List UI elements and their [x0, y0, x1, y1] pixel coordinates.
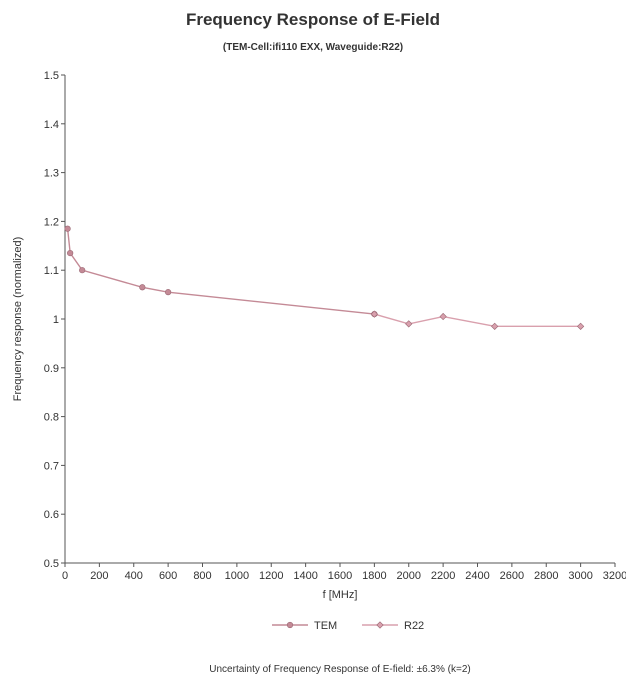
- y-tick-label: 1: [53, 314, 59, 326]
- series-markers: [64, 225, 585, 330]
- x-tick-label: 400: [125, 570, 143, 582]
- legend: TEM R22: [272, 620, 424, 632]
- data-point-tem: [67, 250, 74, 257]
- y-tick-label: 0.8: [44, 412, 59, 424]
- chart-title: Frequency Response of E-Field: [186, 10, 440, 29]
- x-tick-label: 2200: [431, 570, 455, 582]
- legend-marker-r22: [376, 621, 384, 629]
- legend-label-tem: TEM: [314, 620, 337, 632]
- y-axis-ticks: 0.5 0.6 0.7 0.8 0.9 1 1.1 1.2 1.3 1.4 1.5: [44, 70, 65, 570]
- y-tick-label: 0.9: [44, 363, 59, 375]
- x-tick-label: 2800: [534, 570, 558, 582]
- y-tick-label: 0.6: [44, 509, 59, 521]
- data-point-r22: [491, 322, 499, 330]
- y-axis-title: Frequency response (normalized): [12, 237, 24, 401]
- y-tick-label: 1.1: [44, 265, 59, 277]
- x-tick-label: 1000: [225, 570, 249, 582]
- data-point-tem: [64, 225, 71, 232]
- x-axis-title: f [MHz]: [323, 589, 358, 601]
- data-point-r22: [577, 322, 585, 330]
- y-tick-label: 0.5: [44, 558, 59, 570]
- chart-subtitle: (TEM-Cell:ifi110 EXX, Waveguide:R22): [223, 42, 403, 53]
- series-line-r22: [374, 313, 581, 327]
- data-point-tem: [79, 267, 86, 274]
- x-axis-ticks: 0 200 400 600 800 1000 1200 1400 1600 1800 2000 220…: [62, 563, 626, 582]
- x-tick-label: 1200: [259, 570, 283, 582]
- x-tick-label: 0: [62, 570, 68, 582]
- x-tick-label: 2400: [465, 570, 489, 582]
- data-point-r22: [439, 312, 447, 321]
- data-point-r22: [370, 310, 378, 318]
- series-line-tem: [66, 228, 375, 315]
- data-point-tem: [139, 284, 146, 291]
- x-tick-label: 2000: [397, 570, 421, 582]
- uncertainty-footnote: Uncertainty of Frequency Response of E-f…: [209, 664, 470, 675]
- legend-marker-tem: [286, 621, 294, 629]
- data-point-r22: [405, 320, 413, 328]
- x-tick-label: 3200: [603, 570, 626, 582]
- x-tick-label: 3000: [568, 570, 592, 582]
- y-tick-label: 1.2: [44, 216, 59, 228]
- series-lines: [66, 228, 581, 327]
- y-tick-label: 0.7: [44, 460, 59, 472]
- y-tick-label: 1.4: [44, 119, 59, 131]
- x-tick-label: 1400: [293, 570, 317, 582]
- data-point-tem: [165, 289, 172, 296]
- y-tick-label: 1.3: [44, 168, 59, 180]
- plot-area: 0.5 0.6 0.7 0.8 0.9 1 1.1 1.2 1.3 1.4 1.5 0 200 400 6…: [44, 70, 626, 582]
- x-tick-label: 2600: [500, 570, 524, 582]
- legend-label-r22: R22: [404, 620, 424, 632]
- y-tick-label: 1.5: [44, 70, 59, 82]
- x-tick-label: 1600: [328, 570, 352, 582]
- x-tick-label: 600: [159, 570, 177, 582]
- x-tick-label: 800: [193, 570, 211, 582]
- x-tick-label: 200: [90, 570, 108, 582]
- x-tick-label: 1800: [362, 570, 386, 582]
